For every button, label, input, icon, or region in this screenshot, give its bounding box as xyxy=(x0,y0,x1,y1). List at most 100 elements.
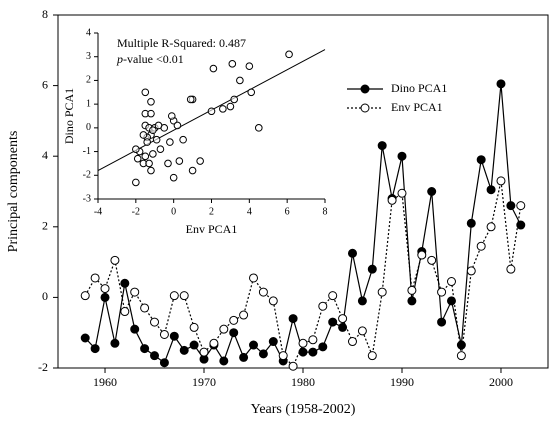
data-point xyxy=(308,335,318,345)
inset-y-tick-label: 0 xyxy=(86,122,91,133)
data-point xyxy=(229,315,239,325)
data-point xyxy=(476,241,486,251)
data-point xyxy=(239,352,249,362)
data-point xyxy=(130,287,140,297)
data-point xyxy=(347,337,357,347)
annotation: Multiple R-Squared: 0.487 xyxy=(117,36,246,50)
x-tick-label: 1990 xyxy=(390,375,414,389)
scatter-point xyxy=(175,157,184,165)
data-point xyxy=(179,291,189,301)
data-point xyxy=(456,351,466,361)
scatter-point xyxy=(167,112,176,120)
scatter-point xyxy=(209,64,218,73)
inset-y-label: Dino PCA1 xyxy=(62,88,76,144)
y-axis-label: Principal components xyxy=(6,131,21,253)
data-point xyxy=(387,195,397,205)
data-point xyxy=(427,187,437,196)
scatter-point xyxy=(145,159,153,168)
legend-marker xyxy=(360,103,370,113)
inset-y-tick-label: 1 xyxy=(86,98,91,109)
scatter-point xyxy=(186,95,195,104)
data-point xyxy=(407,296,417,306)
scatter-point xyxy=(228,60,237,68)
y-tick-label: 4 xyxy=(42,148,48,162)
data-point xyxy=(90,344,100,354)
data-point xyxy=(100,292,110,302)
inset-x-tick-label: 4 xyxy=(247,206,252,217)
y-tick-label: 2 xyxy=(42,219,48,233)
annotation-part: p xyxy=(116,52,123,66)
data-point xyxy=(427,255,437,265)
data-point xyxy=(437,287,447,297)
data-point xyxy=(417,250,427,260)
y-tick-label: -2 xyxy=(38,360,48,374)
scatter-point xyxy=(139,131,148,139)
inset-y-tick-label: 2 xyxy=(86,75,91,86)
data-point xyxy=(258,349,268,359)
data-point xyxy=(347,248,357,258)
data-point xyxy=(80,291,90,301)
scatter-point xyxy=(141,88,150,97)
inset-x-tick-label: 2 xyxy=(209,206,214,217)
data-point xyxy=(367,351,377,361)
scatter-point xyxy=(147,166,155,175)
data-point xyxy=(288,361,298,371)
scatter-point xyxy=(147,109,155,118)
scatter-point xyxy=(152,135,161,144)
scatter-point xyxy=(149,150,157,158)
data-point xyxy=(357,296,367,306)
data-point xyxy=(130,324,140,334)
data-point xyxy=(268,296,278,306)
data-point xyxy=(199,347,209,357)
inset-y-tick-label: 3 xyxy=(86,51,91,62)
inset-x-label: Env PCA1 xyxy=(186,222,238,236)
data-point xyxy=(159,358,169,368)
data-point xyxy=(328,291,338,301)
data-point xyxy=(486,185,496,195)
data-point xyxy=(140,344,150,354)
data-point xyxy=(219,356,229,366)
data-point xyxy=(357,326,367,336)
data-point xyxy=(209,338,219,348)
data-point xyxy=(437,317,447,327)
data-point xyxy=(397,151,407,161)
data-point xyxy=(446,277,456,287)
data-point xyxy=(219,324,229,334)
x-tick-label: 2000 xyxy=(489,375,513,389)
scatter-point xyxy=(132,178,140,187)
data-point xyxy=(506,201,516,211)
data-point xyxy=(268,337,278,347)
data-point xyxy=(189,340,199,350)
inset-x-tick-label: 8 xyxy=(323,206,328,217)
scatter-point xyxy=(285,50,293,59)
scatter-point xyxy=(141,152,150,161)
data-point xyxy=(169,331,179,341)
data-point xyxy=(258,287,268,297)
data-point xyxy=(110,338,120,348)
data-point xyxy=(466,266,476,276)
scatter-point xyxy=(133,154,142,163)
legend-marker xyxy=(360,84,370,94)
data-point xyxy=(100,284,110,294)
inset-y-tick-label: -1 xyxy=(83,146,91,157)
scatter-point xyxy=(245,62,254,70)
data-point xyxy=(150,351,160,361)
scatter-point xyxy=(149,126,157,135)
scatter-point xyxy=(166,138,174,146)
scatter-point xyxy=(132,145,140,153)
data-point xyxy=(278,351,288,361)
inset: -3 -2 -1 0 1 2 3 4 -4 -2 0 2 4 6 8 Env PCA1 Dino PCA1 Mul… xyxy=(62,27,328,235)
data-point xyxy=(229,328,239,338)
scatter-point xyxy=(207,107,216,116)
inset-x-tick-label: -4 xyxy=(94,206,102,217)
scatter-point xyxy=(196,157,204,165)
data-point xyxy=(120,278,130,288)
data-point xyxy=(159,329,169,339)
scatter-point xyxy=(226,102,235,111)
data-point xyxy=(80,333,90,343)
scatter-point xyxy=(219,105,227,113)
inset-y-tick-label: -3 xyxy=(83,193,91,204)
x-tick-label: 1960 xyxy=(93,375,117,389)
legend-label: Dino PCA1 xyxy=(391,81,447,95)
data-point xyxy=(110,255,120,265)
